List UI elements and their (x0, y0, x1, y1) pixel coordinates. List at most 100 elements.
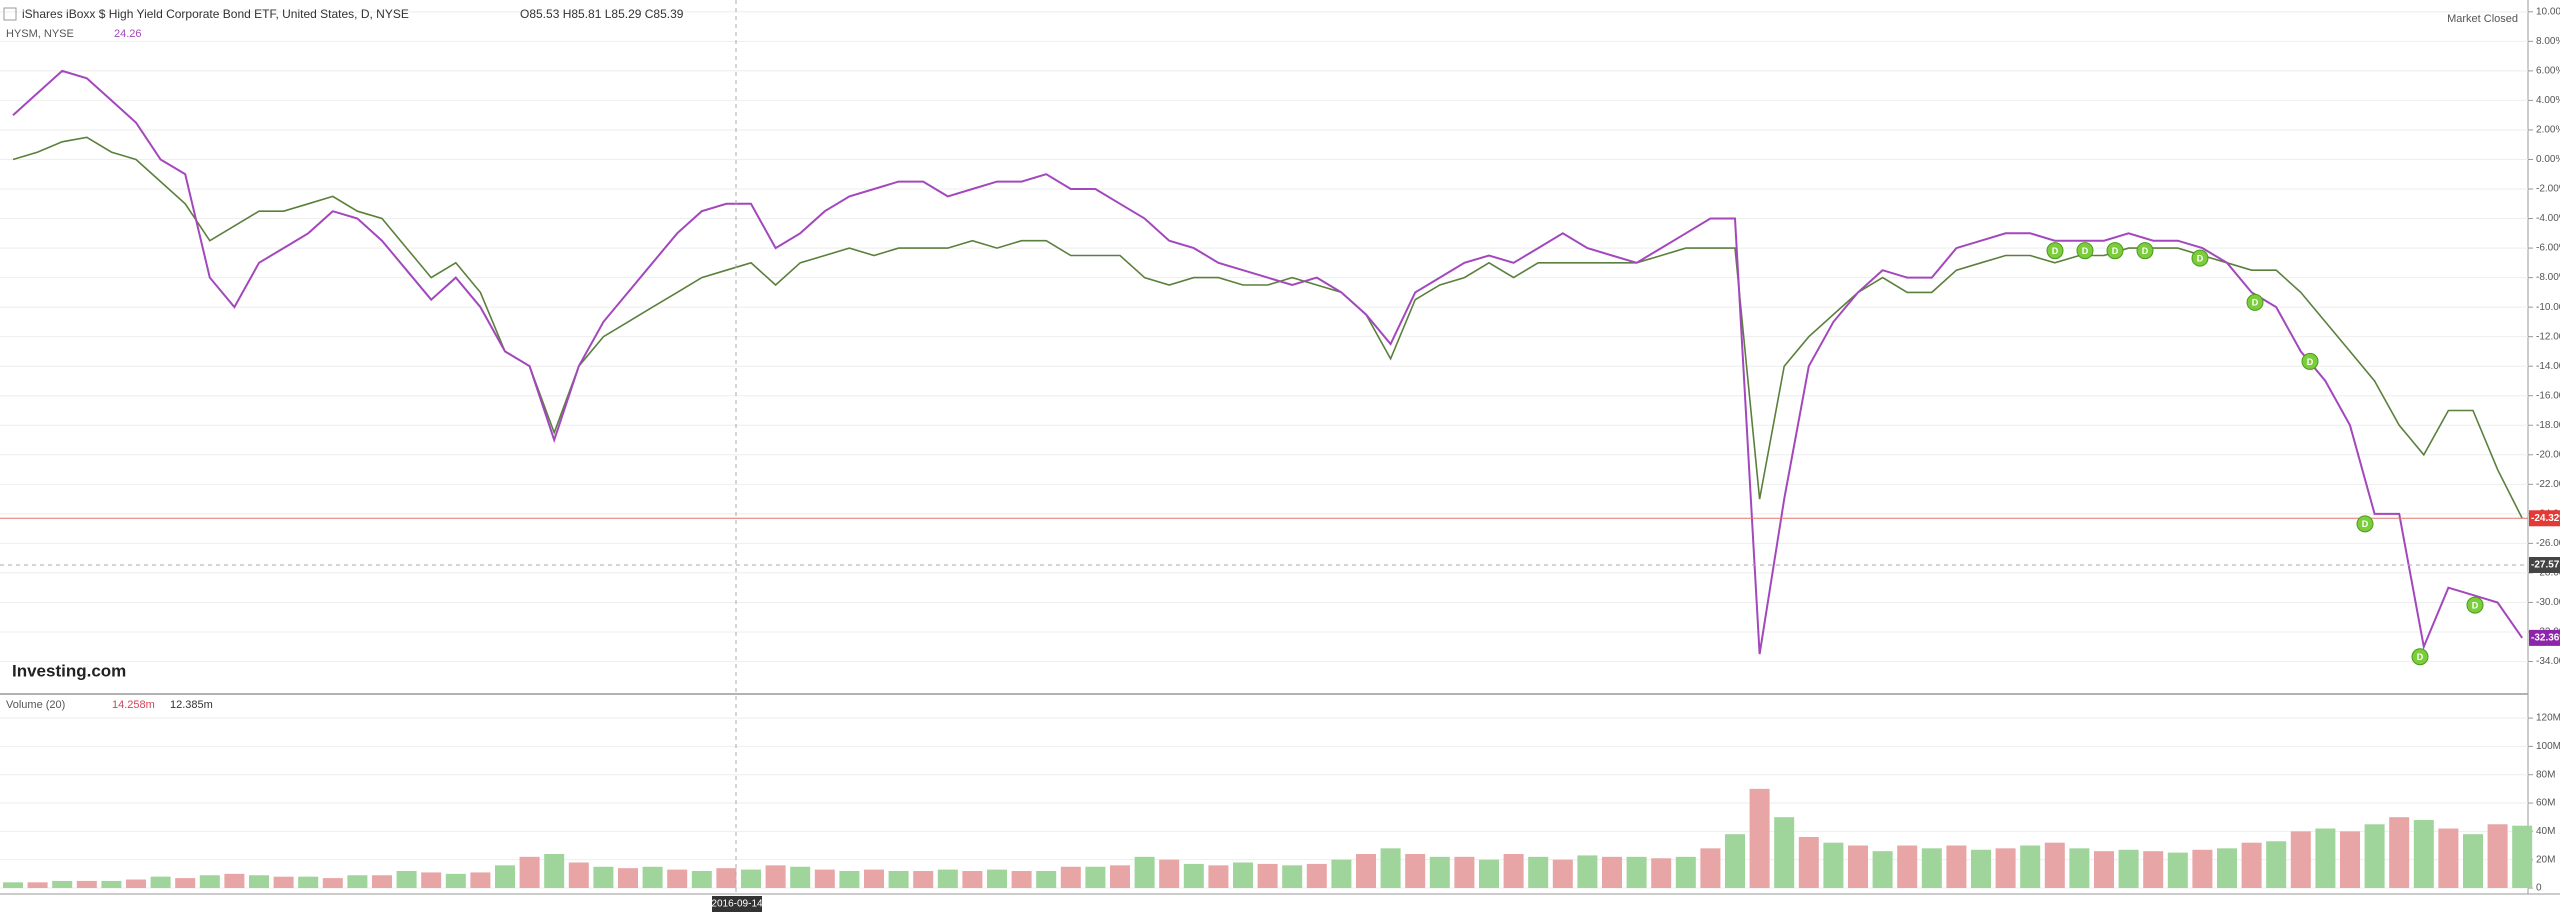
volume-bar (175, 878, 196, 888)
volume-bar (1282, 865, 1303, 888)
marks (0, 69, 2533, 888)
dividend-label: D (2142, 246, 2149, 256)
y-tick-label: 6.00% (2536, 66, 2560, 77)
volume-bar (1085, 866, 1106, 888)
dividend-marker (2466, 596, 2484, 614)
y-tick-label: 120M (2536, 713, 2560, 724)
volume-bar (1774, 817, 1795, 888)
volume-bar (27, 882, 48, 888)
volume-bar (1011, 871, 1032, 888)
volume-bar (2020, 845, 2041, 888)
y-tick-label: 0.00% (2536, 154, 2560, 165)
volume-bar (2143, 851, 2164, 888)
y-tick-label: 100M (2536, 741, 2560, 752)
volume-bar (1946, 845, 1967, 888)
volume-bar (1872, 851, 1893, 888)
volume-bar (1208, 865, 1229, 888)
volume-bar (1749, 788, 1770, 888)
price-line (12, 136, 2523, 519)
volume-bar (568, 862, 589, 888)
volume-bar (470, 872, 491, 888)
logo: Investing.com (12, 661, 126, 680)
volume-bar (2192, 849, 2213, 888)
volume-bar (2389, 817, 2410, 888)
price-tag-bg (2529, 510, 2560, 527)
dividend-marker (2136, 242, 2154, 260)
dividend-marker (2246, 293, 2264, 311)
volume-bar (2512, 825, 2533, 888)
volume-bar (2217, 848, 2237, 888)
volume-bar (2044, 842, 2065, 888)
volume-bar (1060, 866, 1081, 888)
dividend-label: D (2197, 253, 2204, 263)
volume-bar (2094, 851, 2114, 888)
labels: 10.00% 8.00% 6.00% 4.00% 2.00% 0.00% -2.00% -4.… (2046, 6, 2560, 894)
volume-bar (593, 866, 614, 888)
volume-bar (790, 866, 811, 888)
y-tick-label: -4.00% (2536, 213, 2560, 224)
volume-bar (2266, 841, 2287, 888)
ohlc: O85.53 H85.81 L85.29 C85.39 (520, 7, 684, 21)
y-tick-label: -26.00% (2536, 538, 2560, 549)
volume-bar (2069, 848, 2090, 888)
dividend-label: D (2472, 600, 2479, 610)
volume-bar (667, 869, 688, 888)
volume-bar (1503, 854, 1524, 888)
dividend-label: D (2252, 298, 2259, 308)
volume-bar (1897, 845, 1918, 888)
dividend-label: D (2417, 652, 2424, 662)
collapse-icon[interactable] (3, 7, 17, 21)
volume-bar (691, 871, 712, 888)
y-tick-label: -22.00% (2536, 479, 2560, 490)
y-tick-label: 40M (2536, 826, 2555, 837)
volume-bar (987, 869, 1007, 888)
volume-bar (1577, 855, 1598, 888)
volume-bar (888, 871, 909, 888)
dividend-label: D (2112, 246, 2119, 256)
volume-bar (2167, 852, 2188, 888)
volume-bar (1306, 863, 1327, 888)
compare-symbol: HYSM, NYSE (6, 28, 74, 40)
volume-bar (249, 875, 269, 888)
volume-title: Volume (20) (6, 699, 65, 711)
volume-bar (864, 869, 884, 888)
y-tick-label: 10.00% (2536, 6, 2560, 17)
volume-bar (1479, 859, 1499, 888)
volume-bar (2315, 828, 2336, 888)
volume-bar (1405, 854, 1426, 888)
volume-bar (1823, 842, 1844, 888)
y-tick-label: -28.00% (2536, 568, 2560, 579)
dividend-marker (2076, 242, 2094, 260)
dividend-label: D (2082, 246, 2089, 256)
volume-bar (2241, 842, 2262, 888)
y-tick-label: -20.00% (2536, 449, 2560, 460)
volume-bar (1233, 862, 1253, 888)
volume-bar (76, 880, 97, 888)
volume-bar (273, 876, 294, 888)
volume-bar (101, 880, 122, 888)
volume-bar (814, 869, 835, 888)
dividend-marker (2411, 648, 2429, 666)
volume-bar (126, 879, 146, 888)
volume-bar (396, 871, 417, 888)
volume-bar (1110, 865, 1130, 888)
volume-bar (1552, 859, 1573, 888)
volume-bar (421, 872, 442, 888)
volume-bar (224, 873, 245, 888)
volume-bar (1159, 859, 1180, 888)
dividend-marker (2046, 242, 2064, 260)
volume-ma-value: 12.385m (170, 699, 213, 711)
volume-bar (1798, 837, 1819, 888)
dividend-marker (2106, 242, 2124, 260)
y-tick-label: 60M (2536, 798, 2555, 809)
volume-bar (765, 865, 786, 888)
volume-bar (544, 854, 565, 888)
compare-value: 24.26 (114, 28, 142, 40)
y-tick-label: -34.00% (2536, 656, 2560, 667)
volume-bar (2438, 828, 2459, 888)
volume-bar (1183, 863, 1204, 888)
volume-bar (913, 871, 934, 888)
dividend-label: D (2052, 246, 2059, 256)
y-tick-label: -14.00% (2536, 361, 2560, 372)
volume-bar (2463, 834, 2483, 888)
